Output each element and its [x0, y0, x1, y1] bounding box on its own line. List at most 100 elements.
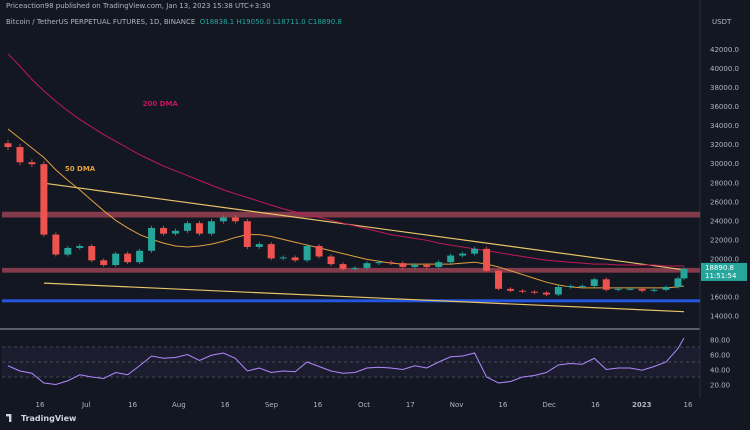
- candle-body: [195, 223, 203, 234]
- candle-body: [542, 292, 550, 295]
- candle-body: [495, 270, 503, 289]
- zone-red: [2, 267, 700, 273]
- candle-body: [411, 265, 419, 267]
- candle-body: [4, 143, 12, 148]
- candle-body: [590, 279, 598, 286]
- price-tick-label: 34000.0: [710, 122, 739, 130]
- candle-body: [680, 268, 688, 279]
- candle-body: [315, 246, 323, 257]
- candle-body: [267, 244, 275, 259]
- ohlc-line: Bitcoin / TetherUS PERPETUAL FUTURES, 1D…: [6, 18, 342, 26]
- candle-body: [530, 291, 538, 293]
- candle-body: [387, 262, 395, 264]
- candle-body: [435, 262, 443, 267]
- candle-body: [339, 264, 347, 269]
- candle-body: [650, 289, 658, 291]
- ma-line: [7, 53, 684, 267]
- candle-body: [183, 223, 191, 231]
- price-tick-label: 22000.0: [710, 236, 739, 244]
- candle-body: [674, 278, 682, 287]
- candle-body: [327, 256, 335, 265]
- x-tick-label: Oct: [358, 401, 370, 409]
- rsi-tick-label: 40.00: [710, 367, 730, 375]
- ma-line: [7, 128, 685, 289]
- candle-body: [291, 257, 299, 261]
- candle-body: [88, 246, 96, 261]
- x-tick-label: 17: [406, 401, 415, 409]
- x-tick-label: 16: [498, 401, 507, 409]
- price-tick-label: 26000.0: [710, 198, 739, 206]
- last-price-badge: [701, 262, 747, 281]
- zone-blue: [2, 299, 700, 303]
- candle-body: [638, 288, 646, 291]
- candle-body: [566, 285, 574, 287]
- x-tick-label: 2023: [632, 401, 652, 409]
- yaxis-unit: USDT: [712, 18, 732, 26]
- candle-body: [231, 217, 239, 222]
- zone-red: [2, 211, 700, 218]
- candle-body: [375, 262, 383, 264]
- candle-body: [16, 147, 24, 163]
- candle-body: [363, 263, 371, 268]
- close-value: C18890.8: [308, 18, 342, 26]
- x-tick-label: Nov: [450, 401, 464, 409]
- candle-body: [351, 267, 359, 269]
- tradingview-logo-icon: [6, 414, 12, 422]
- publisher-line: Priceaction98 published on TradingView.c…: [6, 2, 271, 10]
- x-tick-label: Aug: [172, 401, 186, 409]
- candle-body: [626, 288, 634, 290]
- price-tick-label: 42000.0: [710, 46, 739, 54]
- open-value: O18838.1: [199, 18, 235, 26]
- candle-body: [76, 246, 84, 248]
- ma-annotation: 200 DMA: [143, 100, 179, 108]
- candle-body: [40, 164, 48, 235]
- candle-body: [554, 286, 562, 295]
- price-tick-label: 16000.0: [710, 293, 739, 301]
- candle-body: [423, 265, 431, 267]
- tradingview-footer: TradingView: [6, 414, 76, 423]
- wedge-trendline: [43, 182, 685, 271]
- candle-body: [160, 227, 168, 234]
- price-tick-label: 20000.0: [710, 255, 739, 263]
- candle-body: [614, 288, 622, 290]
- candle-body: [52, 234, 60, 255]
- candle-body: [471, 248, 479, 254]
- low-value: L18711.0: [272, 18, 306, 26]
- candle-body: [243, 221, 251, 247]
- x-tick-label: Jul: [81, 401, 91, 409]
- candle-body: [602, 279, 610, 290]
- candle-body: [507, 288, 515, 291]
- candle-body: [219, 217, 227, 222]
- candle-body: [518, 290, 526, 292]
- rsi-tick-label: 80.00: [710, 337, 730, 345]
- candle-body: [578, 285, 586, 287]
- candle-body: [136, 250, 144, 263]
- price-tick-label: 38000.0: [710, 84, 739, 92]
- candle-body: [459, 253, 467, 256]
- candle-body: [64, 247, 72, 255]
- symbol-label: Bitcoin / TetherUS PERPETUAL FUTURES, 1D…: [6, 18, 196, 26]
- price-tick-label: 40000.0: [710, 65, 739, 73]
- candle-body: [207, 221, 215, 234]
- candle-body: [172, 230, 180, 234]
- rsi-line: [7, 337, 685, 386]
- x-tick-label: 16: [221, 401, 230, 409]
- candle-body: [447, 255, 455, 263]
- candle-body: [483, 248, 491, 271]
- x-tick-label: Dec: [542, 401, 556, 409]
- candle-body: [148, 227, 156, 251]
- candle-body: [279, 257, 287, 259]
- brand-label: TradingView: [21, 414, 77, 423]
- x-tick-label: 16: [36, 401, 45, 409]
- price-tick-label: 30000.0: [710, 160, 739, 168]
- candle-body: [303, 246, 311, 261]
- rsi-tick-label: 60.00: [710, 352, 730, 360]
- price-tick-label: 14000.0: [710, 312, 739, 320]
- countdown-label: 11:51:54: [705, 272, 737, 280]
- ma-annotation: 50 DMA: [65, 165, 96, 173]
- price-tick-label: 32000.0: [710, 141, 739, 149]
- candle-body: [662, 286, 670, 290]
- candle-body: [100, 260, 108, 266]
